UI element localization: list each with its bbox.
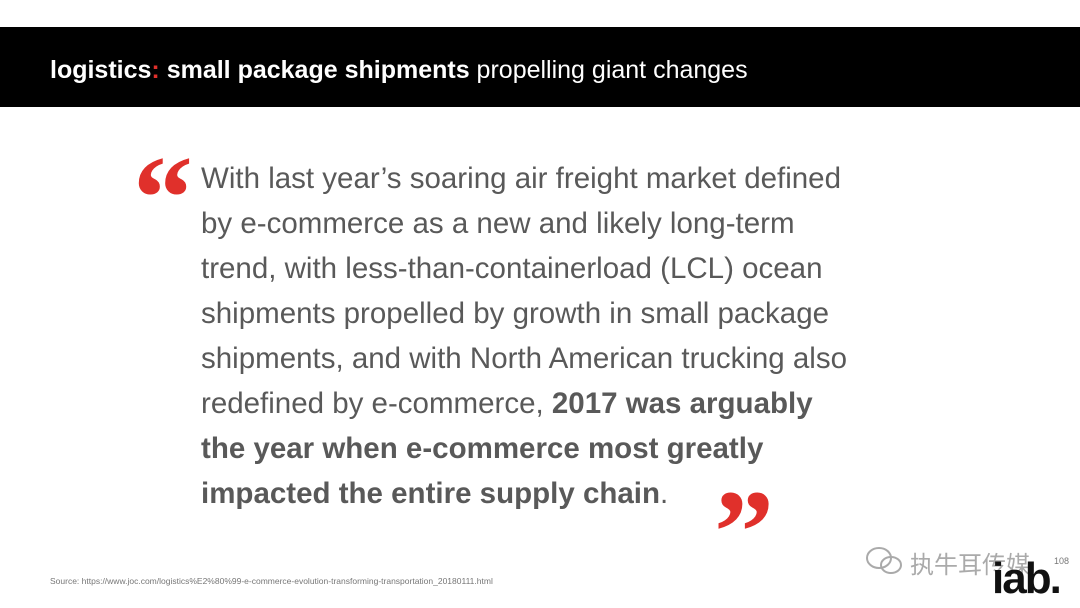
text: shipments propelled by growth in small p… [201,297,830,330]
quote-line: the year when e-commerce most greatly [201,426,847,471]
text: propelling giant changes [469,56,748,84]
quote-line: With last year’s soaring air freight mar… [201,156,847,201]
bold-text: logistics [50,56,152,84]
quote-text: With last year’s soaring air freight mar… [201,156,847,516]
text: trend, with less-than-containerload (LCL… [201,252,823,285]
wechat-icon [866,547,902,574]
quote-line: shipments, and with North American truck… [201,336,847,381]
text: shipments, and with North American truck… [201,342,848,375]
text: . [660,477,669,510]
bold-text: small package shipments [159,56,470,84]
watermark: 执牛耳传媒 [910,551,1030,579]
close-quote: ” [714,465,774,598]
slide-title: logistics: small package shipments prope… [50,56,748,85]
quote-line: impacted the entire supply chain. [201,471,847,516]
header-bar [0,27,1080,107]
logo: iab. [992,554,1062,603]
bold-text: : [151,56,160,84]
text: redefined by e-commerce, [201,387,552,420]
quote-line: redefined by e-commerce, 2017 was arguab… [201,381,847,426]
bold-text: the year when e-commerce most greatly [201,432,764,465]
bold-text: impacted the entire supply chain [201,477,660,510]
text: by e-commerce as a new and likely long-t… [201,207,795,240]
text: With last year’s soaring air freight mar… [201,162,841,195]
quote-line: trend, with less-than-containerload (LCL… [201,246,847,291]
source: Source: https://www.joc.com/logistics%E2… [50,576,493,586]
quote-line: shipments propelled by growth in small p… [201,291,847,336]
page-number: 108 [1054,556,1070,566]
bold-text: 2017 was arguably [551,387,813,420]
open-quote: “ [133,131,193,264]
quote-line: by e-commerce as a new and likely long-t… [201,201,847,246]
